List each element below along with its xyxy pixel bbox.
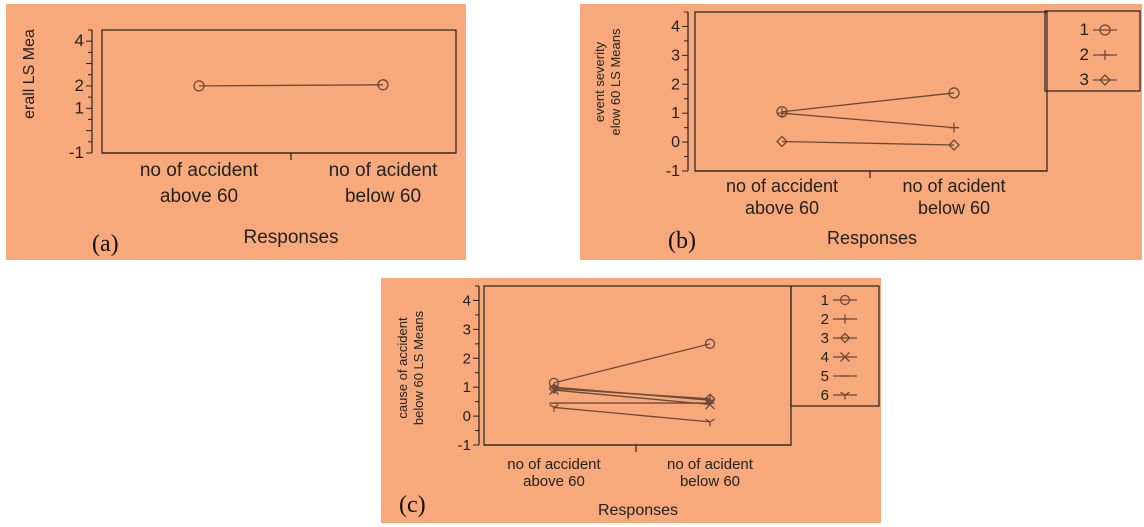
series-line xyxy=(781,92,955,113)
y-tick-label: -1 xyxy=(458,437,471,454)
legend-marker xyxy=(840,352,850,362)
data-point xyxy=(705,418,715,427)
y-tick-label: 0 xyxy=(463,408,471,425)
legend-label: 6 xyxy=(821,387,829,404)
series-1 xyxy=(548,338,716,388)
data-point xyxy=(776,135,788,148)
series-line xyxy=(781,140,955,146)
data-point xyxy=(705,399,715,410)
y-axis-label: event severity xyxy=(592,41,607,122)
data-point xyxy=(549,404,559,412)
chart-panel-a: 4 2 1 -1 no of accident above 60 no of acident… xyxy=(6,4,466,260)
series-4 xyxy=(549,385,715,410)
x-axis-label: Responses xyxy=(598,502,678,519)
x-category-label: below 60 xyxy=(680,473,740,490)
chart-panel-c: 4 3 2 1 0 -1 no of accident above 60 no of acide… xyxy=(381,278,881,523)
y-tick-label: -1 xyxy=(69,143,84,162)
legend-marker xyxy=(839,332,851,344)
x-category-label: below 60 xyxy=(345,186,421,207)
y-tick-label: -1 xyxy=(666,163,680,180)
legend-marker xyxy=(840,314,850,324)
y-tick-label: 1 xyxy=(75,98,84,117)
x-category-label: above 60 xyxy=(523,473,585,490)
series-line xyxy=(553,389,711,406)
data-point xyxy=(948,139,960,151)
series-line xyxy=(198,84,384,87)
data-point xyxy=(549,385,559,396)
legend-label: 1 xyxy=(821,292,829,309)
y-axis-label: elow 60 LS Means xyxy=(608,28,623,135)
y-tick-label: 1 xyxy=(671,105,680,122)
series-line xyxy=(553,406,711,423)
legend-marker xyxy=(1099,24,1111,36)
data-point xyxy=(948,87,960,99)
x-axis-label: Responses xyxy=(827,228,917,248)
y-tick-label: 3 xyxy=(463,321,471,338)
x-category-label: no of acident xyxy=(329,160,439,181)
legend-label: 2 xyxy=(1080,45,1089,64)
legend-box xyxy=(1044,10,1141,92)
legend-label: 4 xyxy=(821,349,829,366)
legend-label: 3 xyxy=(1080,70,1089,89)
legend-label: 5 xyxy=(821,368,829,385)
plot-frame xyxy=(483,285,792,446)
series-6 xyxy=(549,404,715,427)
series-2 xyxy=(777,108,959,133)
legend-label: 2 xyxy=(821,311,829,328)
y-tick-label: 2 xyxy=(463,350,471,367)
x-axis-label: Responses xyxy=(243,227,338,248)
x-category-label: above 60 xyxy=(745,198,819,218)
data-point xyxy=(193,80,205,92)
series-1 xyxy=(776,87,960,118)
series-3 xyxy=(776,135,960,151)
y-tick-label: 3 xyxy=(671,47,680,64)
y-tick-label: 4 xyxy=(671,18,680,35)
panel-tag: (b) xyxy=(668,228,696,254)
data-point xyxy=(777,108,787,119)
panel-tag: (c) xyxy=(399,492,426,518)
x-category-label: no of accident xyxy=(726,176,838,196)
legend-marker xyxy=(839,294,851,306)
legend-label: 3 xyxy=(821,330,829,347)
series-1 xyxy=(193,79,389,92)
legend-marker xyxy=(1099,74,1111,86)
y-tick-label: 2 xyxy=(671,76,680,93)
y-axis-label: erall LS Mea xyxy=(21,29,38,119)
series-line xyxy=(553,343,711,384)
series-line xyxy=(553,387,711,400)
x-category-label: below 60 xyxy=(918,198,990,218)
y-tick-label: 4 xyxy=(463,292,471,309)
panel-tag: (a) xyxy=(92,231,119,257)
y-tick-label: 4 xyxy=(75,31,84,50)
legend-label: 1 xyxy=(1080,20,1089,39)
x-category-label: no of acident xyxy=(902,176,1005,196)
data-point xyxy=(949,122,959,133)
y-axis-label: cause of accident xyxy=(395,317,410,419)
y-axis-label: below 60 LS Means xyxy=(411,310,426,425)
plot-frame xyxy=(694,11,1048,172)
data-point xyxy=(377,79,389,91)
legend-marker xyxy=(840,391,850,400)
series-line xyxy=(781,112,955,129)
chart-panel-b: 4 3 2 1 0 -1 no of accident above 60 no of acide… xyxy=(580,4,1142,260)
y-tick-label: 0 xyxy=(671,134,680,151)
y-tick-label: 1 xyxy=(463,379,471,396)
x-category-label: no of accident xyxy=(140,160,259,181)
x-category-label: above 60 xyxy=(160,186,238,207)
series-3 xyxy=(548,383,716,405)
legend-box xyxy=(790,285,880,407)
y-tick-label: 2 xyxy=(75,76,84,95)
legend-marker xyxy=(1100,50,1110,60)
x-category-label: no of accident xyxy=(507,456,601,473)
chart-a-svg: 4 2 1 -1 no of accident above 60 no of acident… xyxy=(21,29,457,257)
data-point xyxy=(704,338,716,349)
plot-frame xyxy=(101,29,457,154)
x-category-label: no of acident xyxy=(667,456,754,473)
